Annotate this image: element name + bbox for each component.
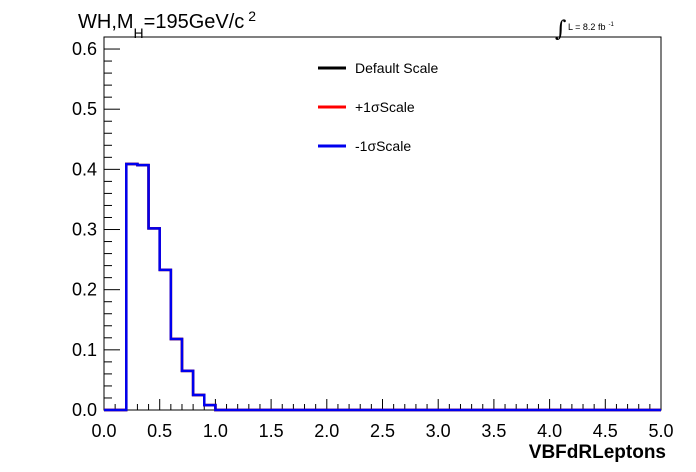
x-tick-label: 2.0 <box>314 421 339 441</box>
x-tick-label: 0.0 <box>91 421 116 441</box>
luminosity-text: L = 8.2 fb -1 <box>568 22 614 32</box>
legend-entry-2: -1σScale <box>355 138 411 154</box>
y-tick-label: 0.4 <box>72 159 97 179</box>
x-tick-label: 4.0 <box>537 421 562 441</box>
luminosity-label: ∫ L = 8.2 fb -1 <box>555 17 614 42</box>
y-tick-label: 0.3 <box>72 220 97 240</box>
x-tick-label: 3.5 <box>481 421 506 441</box>
y-tick-label: 0.5 <box>72 99 97 119</box>
y-tick-label: 0.1 <box>72 340 97 360</box>
x-tick-label: 2.5 <box>370 421 395 441</box>
integral-symbol: ∫ <box>555 17 567 42</box>
data-series <box>104 162 661 412</box>
series-line-2 <box>104 162 661 412</box>
x-tick-label: 0.5 <box>147 421 172 441</box>
y-tick-label: 0.0 <box>72 400 97 420</box>
legend-entry-0: Default Scale <box>355 60 438 76</box>
x-tick-label: 5.0 <box>648 421 673 441</box>
x-tick-labels: 0.0 0.5 1.0 1.5 2.0 2.5 3.0 3.5 4.0 4.5 5.0 <box>91 421 673 441</box>
x-tick-label: 1.5 <box>259 421 284 441</box>
y-tick-label: 0.6 <box>72 39 97 59</box>
legend: Default Scale +1σScale -1σScale <box>318 60 438 154</box>
x-tick-label: 3.0 <box>426 421 451 441</box>
legend-entry-1: +1σScale <box>355 99 415 115</box>
x-axis-label: VBFdRLeptons <box>529 442 666 463</box>
y-tick-label: 0.2 <box>72 280 97 300</box>
chart-title: WH,MH=195GeV/c 2 <box>78 8 256 41</box>
y-tick-labels: 0.0 0.1 0.2 0.3 0.4 0.5 0.6 <box>72 39 97 420</box>
x-tick-label: 1.0 <box>203 421 228 441</box>
x-tick-label: 4.5 <box>593 421 618 441</box>
